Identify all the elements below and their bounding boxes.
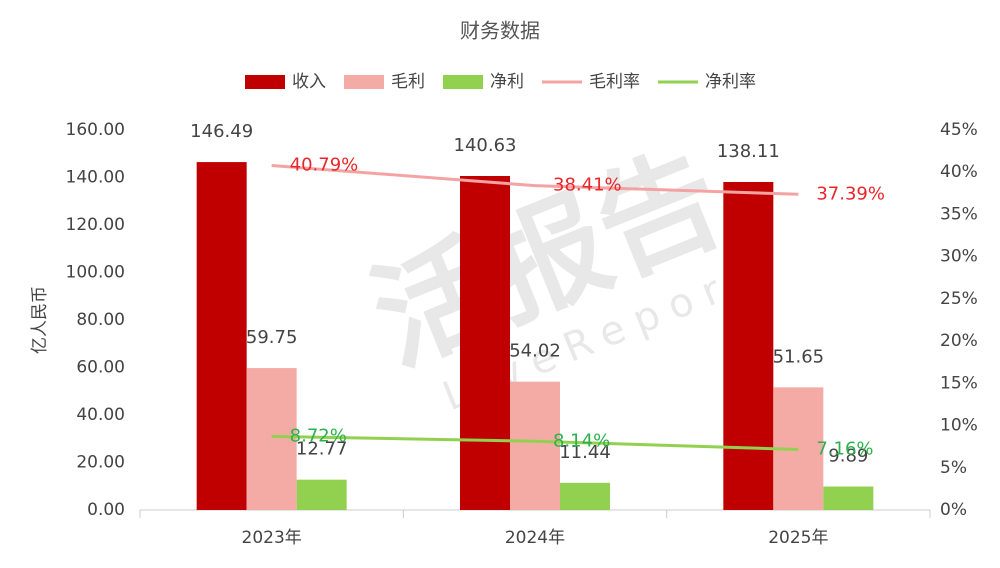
bar-value-label: 146.49 bbox=[190, 121, 253, 142]
y-tick-label: 60.00 bbox=[76, 358, 125, 378]
line-value-label: 8.72% bbox=[290, 425, 347, 446]
y2-tick-label: 15% bbox=[940, 373, 978, 393]
y-axis-label: 亿人民币 bbox=[30, 286, 50, 354]
bar bbox=[460, 176, 510, 510]
legend-swatch bbox=[443, 75, 483, 89]
legend-swatch bbox=[344, 75, 384, 89]
y2-tick-label: 25% bbox=[940, 289, 978, 309]
line bbox=[271, 434, 799, 452]
bar bbox=[560, 482, 610, 510]
y2-tick-label: 10% bbox=[940, 416, 978, 436]
legend-label: 净利率 bbox=[705, 72, 756, 92]
chart-title: 财务数据 bbox=[460, 19, 540, 43]
x-tick-label: 2025年 bbox=[768, 528, 828, 548]
y-tick-label: 0.00 bbox=[87, 500, 125, 520]
line bbox=[271, 164, 799, 196]
legend-label: 毛利率 bbox=[589, 72, 640, 92]
y2-tick-label: 30% bbox=[940, 247, 978, 267]
y-tick-label: 160.00 bbox=[66, 120, 125, 140]
y2-tick-label: 45% bbox=[940, 120, 978, 140]
x-tick-label: 2024年 bbox=[505, 528, 565, 548]
bar bbox=[823, 486, 874, 510]
legend-label: 净利 bbox=[490, 72, 524, 92]
line-value-label: 8.14% bbox=[553, 430, 610, 451]
bar bbox=[196, 162, 247, 510]
line-value-label: 37.39% bbox=[816, 183, 885, 204]
line-value-label: 38.41% bbox=[553, 175, 622, 196]
bar bbox=[510, 381, 560, 510]
line-value-label: 40.79% bbox=[290, 155, 359, 176]
y-tick-label: 20.00 bbox=[76, 453, 125, 473]
bar-value-label: 54.02 bbox=[509, 341, 561, 362]
bar-value-label: 138.11 bbox=[717, 141, 780, 162]
bar bbox=[723, 181, 774, 510]
legend-label: 毛利 bbox=[391, 72, 425, 92]
line-value-label: 7.16% bbox=[816, 439, 873, 460]
y2-tick-label: 0% bbox=[940, 500, 967, 520]
bar-value-label: 51.65 bbox=[773, 346, 825, 367]
bar-value-label: 12.77 bbox=[296, 439, 348, 460]
y-tick-label: 40.00 bbox=[76, 405, 125, 425]
x-tick-label: 2023年 bbox=[242, 528, 302, 548]
y-tick-label: 120.00 bbox=[66, 215, 125, 235]
y-tick-label: 80.00 bbox=[76, 310, 125, 330]
legend-swatch bbox=[245, 75, 285, 89]
y-tick-label: 100.00 bbox=[66, 263, 125, 283]
y2-tick-label: 40% bbox=[940, 162, 978, 182]
bar-value-label: 59.75 bbox=[246, 327, 298, 348]
y2-tick-label: 5% bbox=[940, 458, 967, 478]
y2-tick-label: 35% bbox=[940, 204, 978, 224]
bar-value-label: 140.63 bbox=[454, 135, 517, 156]
bar bbox=[246, 368, 297, 510]
bar bbox=[296, 479, 347, 510]
bar-value-label: 9.89 bbox=[828, 446, 868, 467]
y-tick-label: 140.00 bbox=[66, 168, 125, 188]
bar-value-label: 11.44 bbox=[559, 442, 611, 463]
legend-label: 收入 bbox=[292, 72, 326, 92]
y2-tick-label: 20% bbox=[940, 331, 978, 351]
